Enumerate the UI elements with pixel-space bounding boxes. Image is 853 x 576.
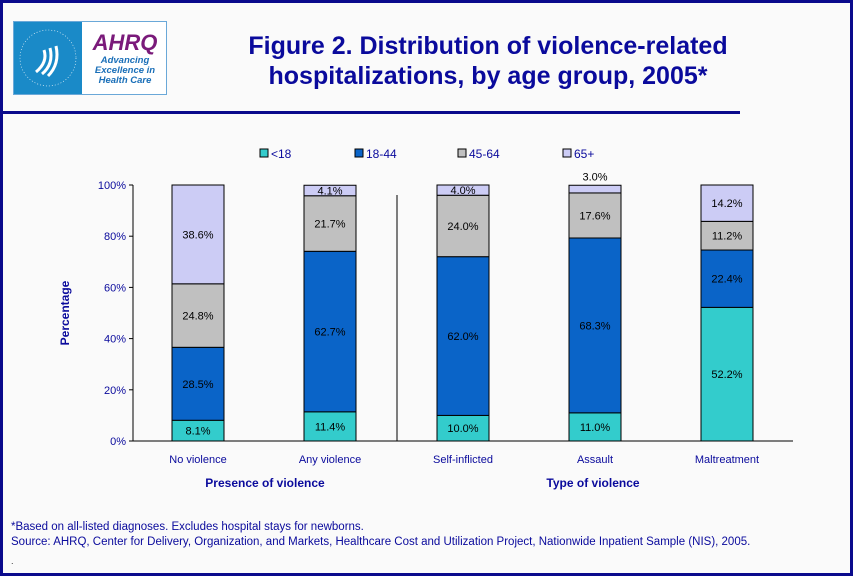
legend-swatch (562, 148, 572, 158)
data-label: 22.4% (711, 274, 742, 286)
ahrq-wordmark: AHRQ (92, 30, 158, 55)
bar-segment (568, 192, 622, 239)
bar-segment (303, 411, 357, 442)
data-label: 17.6% (579, 210, 610, 222)
bar-segment (568, 237, 622, 414)
y-tick-label: 80% (104, 231, 126, 243)
group-label: Presence of violence (205, 476, 325, 490)
data-label: 24.0% (447, 221, 478, 233)
data-label: 8.1% (185, 426, 210, 438)
category-label: Self-inflicted (433, 454, 493, 466)
logo-tagline: Advancing Excellence in Health Care (94, 55, 156, 86)
data-label: 38.6% (182, 229, 213, 241)
trailing-mark: . (11, 556, 14, 566)
y-tick-label: 60% (104, 282, 126, 294)
title-divider (3, 111, 740, 114)
data-label: 11.4% (315, 421, 346, 433)
data-label: 24.8% (182, 311, 213, 323)
legend-swatch (354, 148, 364, 158)
category-label: Maltreatment (695, 454, 759, 466)
legend-label: 45-64 (469, 147, 500, 161)
bar-segment (171, 346, 225, 421)
data-label: 52.2% (711, 369, 742, 381)
bar-segment (171, 283, 225, 348)
data-label: 28.5% (182, 379, 213, 391)
bar-segment (436, 256, 490, 416)
footnote: *Based on all-listed diagnoses. Excludes… (11, 521, 364, 533)
bar-segment (700, 306, 754, 442)
y-tick-label: 40% (104, 334, 126, 346)
y-tick-label: 0% (110, 436, 126, 448)
data-label: 10.0% (447, 423, 478, 435)
data-label: 3.0% (582, 171, 607, 183)
bar-segment (303, 195, 357, 252)
bar-segment (568, 184, 622, 194)
bar-segment (700, 220, 754, 251)
legend-swatch (457, 148, 467, 158)
legend-swatch (259, 148, 269, 158)
data-label: 21.7% (314, 219, 345, 231)
data-label: 62.7% (314, 327, 345, 339)
category-label: No violence (169, 454, 226, 466)
data-label: 11.2% (712, 231, 743, 243)
bar-segment (568, 412, 622, 442)
bar-segment (303, 250, 357, 413)
legend-label: <18 (271, 147, 292, 161)
bar-segment (436, 184, 490, 196)
bar-segment (436, 194, 490, 258)
category-label: Any violence (299, 454, 361, 466)
data-label: 14.2% (711, 198, 742, 210)
y-axis-title: Percentage (58, 280, 72, 345)
category-label: Assault (577, 454, 613, 466)
legend-label: 65+ (574, 147, 594, 161)
data-label: 62.0% (447, 331, 478, 343)
y-tick-label: 20% (104, 385, 126, 397)
bar-segment (303, 184, 357, 197)
bar-segment (171, 184, 225, 285)
bar-segment (700, 184, 754, 222)
source-note: Source: AHRQ, Center for Delivery, Organ… (11, 536, 751, 548)
stacked-bar-chart: 0% 20% 40% 60% 80% 100% Percentage 8.1% 28.5% 24.… (58, 147, 793, 490)
chart-title: Figure 2. Distribution of violence-relat… (248, 32, 728, 90)
legend-label: 18-44 (366, 147, 397, 161)
group-label: Type of violence (546, 476, 639, 490)
y-tick-label: 100% (98, 180, 126, 192)
data-label: 11.0% (580, 422, 611, 434)
data-label: 4.0% (450, 185, 475, 197)
data-label: 68.3% (579, 320, 610, 332)
ahrq-logo: AHRQ Advancing Excellence in Health Care (13, 21, 167, 95)
hhs-eagle-icon (14, 22, 82, 94)
data-label: 4.1% (317, 186, 342, 198)
bar-segment (700, 249, 754, 308)
